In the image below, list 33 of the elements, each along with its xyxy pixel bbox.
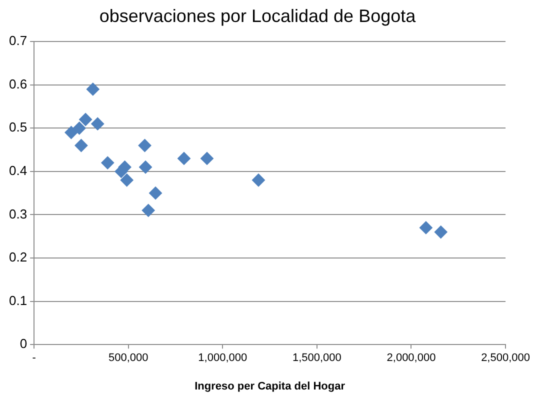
point <box>142 204 155 217</box>
point <box>149 186 162 200</box>
point <box>138 138 152 152</box>
y-tick-label: 0.1 <box>8 292 28 308</box>
y-tick-label: 0.4 <box>8 163 28 178</box>
y-tick-label: 0.6 <box>8 76 28 92</box>
point <box>252 174 265 187</box>
y-tick-label: 0.3 <box>8 206 28 222</box>
point <box>91 117 104 130</box>
x-tick-label: 500,000 <box>108 352 148 364</box>
x-tick-label: 1,500,000 <box>292 352 342 364</box>
y-tick-label: 0.2 <box>8 250 28 265</box>
chart-title: observaciones por Localidad de Bogota <box>99 6 417 26</box>
x-axis-title: Ingreso per Capita del Hogar <box>194 380 346 392</box>
y-tick-label: 0.7 <box>8 33 28 48</box>
point <box>434 226 448 239</box>
point <box>419 221 432 234</box>
y-tick-label: 0.5 <box>8 120 28 135</box>
point <box>139 160 152 174</box>
x-tick-label: 2,000,000 <box>386 352 436 364</box>
point <box>72 122 86 135</box>
point <box>101 156 114 170</box>
point <box>74 138 88 152</box>
point <box>86 82 100 96</box>
x-tick-label: 2,500,000 <box>481 352 530 364</box>
point <box>120 174 134 187</box>
x-tick-label: - <box>32 352 36 364</box>
y-tick-label: 0 <box>20 336 28 352</box>
point <box>79 113 92 126</box>
point <box>200 152 214 165</box>
x-tick-label: 1,000,000 <box>198 352 248 364</box>
point <box>64 126 78 139</box>
point <box>177 152 190 165</box>
